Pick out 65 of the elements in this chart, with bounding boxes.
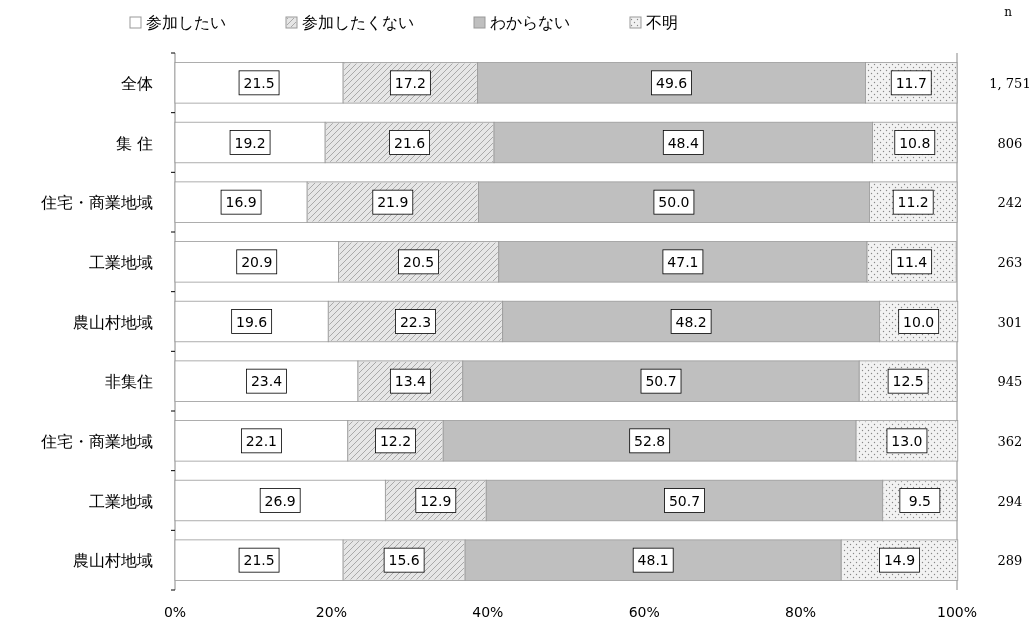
data-label: 22.3	[399, 313, 432, 330]
data-label: 20.9	[241, 253, 273, 270]
x-tick-label: 80%	[785, 604, 817, 620]
data-label: 19.2	[234, 134, 266, 151]
data-label: 12.2	[379, 432, 412, 449]
data-label: 50.0	[658, 194, 690, 211]
data-label: 16.9	[225, 194, 257, 211]
data-label: 21.9	[377, 194, 409, 211]
data-label: 10.0	[903, 313, 935, 330]
data-label: 26.9	[264, 492, 296, 509]
x-tick-label: 60%	[628, 604, 660, 620]
data-label: 11.4	[896, 253, 928, 270]
y-tick-label: 集 住	[115, 133, 153, 153]
y-tick-label: 住宅・商業地域	[40, 193, 153, 213]
text: 263	[997, 254, 1023, 270]
legend-label: 参加したくない	[302, 13, 414, 32]
data-label: 19.6	[236, 313, 268, 330]
text: 294	[997, 493, 1023, 509]
data-label: 11.2	[897, 194, 929, 211]
text: n	[1004, 5, 1013, 19]
y-tick-label: 工業地域	[89, 491, 153, 511]
y-tick-label: 工業地域	[89, 252, 153, 272]
data-label: 21.5	[243, 74, 275, 91]
data-label: 12.9	[420, 492, 452, 509]
text: 1, 751	[989, 75, 1031, 91]
data-label: 23.4	[250, 373, 283, 390]
y-tick-label: 住宅・商業地域	[40, 431, 153, 451]
legend-label: わからない	[490, 13, 570, 32]
text: 362	[997, 433, 1023, 449]
data-label: 11.7	[895, 74, 927, 91]
data-label: 48.4	[667, 134, 699, 151]
text: 242	[997, 195, 1023, 211]
y-tick-label: 農山村地域	[73, 312, 153, 332]
x-tick-label: 0%	[163, 604, 187, 620]
data-label: 14.9	[883, 552, 916, 569]
data-label: 49.6	[655, 74, 688, 91]
data-label: 21.5	[243, 552, 275, 569]
text: 289	[997, 553, 1023, 569]
data-label: 10.8	[899, 134, 931, 151]
text: 945	[997, 374, 1023, 390]
data-label: 20.5	[403, 253, 435, 270]
text: 806	[997, 135, 1023, 151]
data-label: 15.6	[388, 552, 420, 569]
y-tick-label: 農山村地域	[73, 551, 153, 571]
data-label: 13.4	[394, 373, 427, 390]
legend-label: 参加したい	[146, 13, 226, 32]
data-label: 50.7	[668, 492, 701, 509]
x-tick-label: 40%	[472, 604, 504, 620]
text: 301	[997, 314, 1023, 330]
y-tick-label: 非集住	[105, 372, 153, 392]
data-label: 12.5	[892, 373, 924, 390]
data-label: 22.1	[245, 432, 277, 449]
data-label: 21.6	[394, 134, 426, 151]
data-label: 47.1	[667, 253, 699, 270]
data-label: 48.2	[675, 313, 707, 330]
data-label: 50.7	[645, 373, 677, 390]
x-tick-label: 20%	[315, 604, 347, 620]
data-label: 17.2	[394, 74, 426, 91]
data-label: 52.8	[634, 432, 666, 449]
y-tick-label: 全体	[121, 73, 153, 93]
x-tick-label: 100%	[936, 604, 978, 620]
data-label: 48.1	[637, 552, 669, 569]
data-label: 13.0	[891, 432, 923, 449]
legend-label: 不明	[646, 13, 678, 32]
data-label: 9.5	[908, 492, 931, 509]
